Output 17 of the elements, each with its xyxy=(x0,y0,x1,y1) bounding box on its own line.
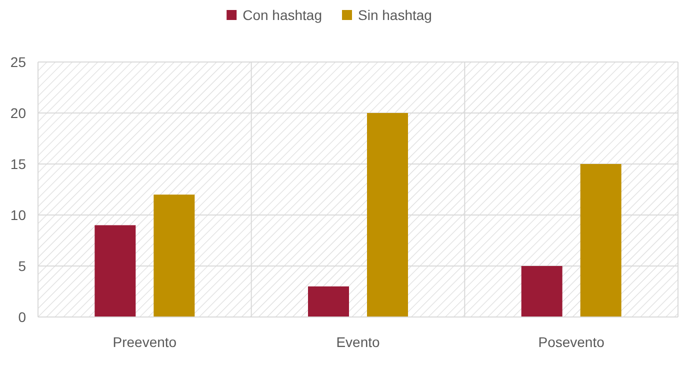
bar xyxy=(521,266,562,317)
y-tick-label: 20 xyxy=(10,104,26,121)
x-tick-label: Evento xyxy=(336,334,380,350)
bar xyxy=(94,225,136,317)
y-tick-label: 15 xyxy=(10,156,26,172)
y-tick-label: 25 xyxy=(10,54,26,70)
y-tick-label: 5 xyxy=(18,258,26,274)
bar xyxy=(154,194,195,317)
legend-label: Sin hashtag xyxy=(358,7,432,23)
bar xyxy=(308,286,349,317)
x-tick-label: Posevento xyxy=(538,334,605,350)
bar xyxy=(367,113,408,317)
y-tick-label: 10 xyxy=(10,206,26,223)
legend-label: Con hashtag xyxy=(242,7,322,23)
bar xyxy=(580,164,622,317)
x-tick-label: Preevento xyxy=(112,334,177,350)
y-tick-label: 0 xyxy=(18,308,26,325)
